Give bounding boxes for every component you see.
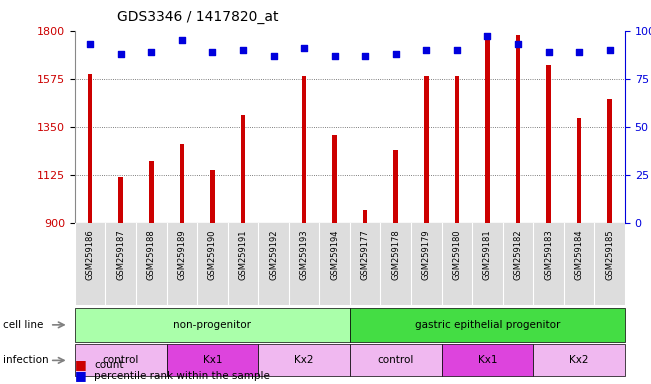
Text: GSM259183: GSM259183 (544, 229, 553, 280)
Text: ■: ■ (75, 369, 87, 382)
Text: GSM259188: GSM259188 (146, 229, 156, 280)
Bar (393, 150, 398, 223)
Text: control: control (378, 355, 414, 366)
Text: GSM259180: GSM259180 (452, 229, 462, 280)
Text: GSM259185: GSM259185 (605, 229, 614, 280)
Bar (485, 33, 490, 223)
Point (544, 49, 554, 55)
Bar (302, 76, 307, 223)
Text: Kx1: Kx1 (478, 355, 497, 366)
Text: control: control (102, 355, 139, 366)
Point (176, 37, 187, 43)
Text: GSM259178: GSM259178 (391, 229, 400, 280)
Text: GSM259182: GSM259182 (514, 229, 523, 280)
Text: GSM259187: GSM259187 (117, 229, 125, 280)
Text: GSM259181: GSM259181 (483, 229, 492, 280)
Text: Kx1: Kx1 (202, 355, 222, 366)
Point (482, 33, 493, 40)
Text: non-progenitor: non-progenitor (173, 320, 251, 330)
Bar (271, 223, 276, 224)
Point (207, 49, 217, 55)
Bar (607, 99, 612, 223)
Text: GSM259194: GSM259194 (330, 229, 339, 280)
Point (268, 53, 279, 59)
Bar (210, 170, 215, 223)
Text: infection: infection (3, 355, 49, 366)
Point (605, 47, 615, 53)
Text: GSM259189: GSM259189 (177, 229, 186, 280)
Text: GSM259192: GSM259192 (269, 229, 278, 280)
Point (299, 45, 309, 51)
Text: count: count (94, 360, 124, 370)
Text: GDS3346 / 1417820_at: GDS3346 / 1417820_at (117, 10, 279, 23)
Text: ■: ■ (75, 358, 87, 371)
Bar (149, 161, 154, 223)
Bar (180, 144, 184, 223)
Point (238, 47, 248, 53)
Bar (88, 74, 92, 223)
Text: GSM259184: GSM259184 (575, 229, 583, 280)
Text: GSM259190: GSM259190 (208, 229, 217, 280)
Text: cell line: cell line (3, 320, 44, 330)
Point (574, 49, 585, 55)
Bar (333, 135, 337, 223)
Bar (118, 177, 123, 223)
Point (452, 47, 462, 53)
Bar (516, 35, 520, 223)
Point (360, 53, 370, 59)
Bar (424, 76, 428, 223)
Point (421, 47, 432, 53)
Text: percentile rank within the sample: percentile rank within the sample (94, 371, 270, 381)
Point (115, 51, 126, 57)
Point (391, 51, 401, 57)
Bar (363, 210, 367, 223)
Text: GSM259177: GSM259177 (361, 229, 370, 280)
Text: GSM259179: GSM259179 (422, 229, 431, 280)
Point (329, 53, 340, 59)
Point (513, 41, 523, 47)
Text: GSM259186: GSM259186 (86, 229, 94, 280)
Bar (454, 76, 459, 223)
Bar (546, 65, 551, 223)
Point (146, 49, 156, 55)
Text: Kx2: Kx2 (294, 355, 314, 366)
Bar (241, 115, 245, 223)
Text: GSM259191: GSM259191 (238, 229, 247, 280)
Text: GSM259193: GSM259193 (299, 229, 309, 280)
Text: gastric epithelial progenitor: gastric epithelial progenitor (415, 320, 560, 330)
Bar (577, 118, 581, 223)
Point (85, 41, 95, 47)
Text: Kx2: Kx2 (570, 355, 589, 366)
